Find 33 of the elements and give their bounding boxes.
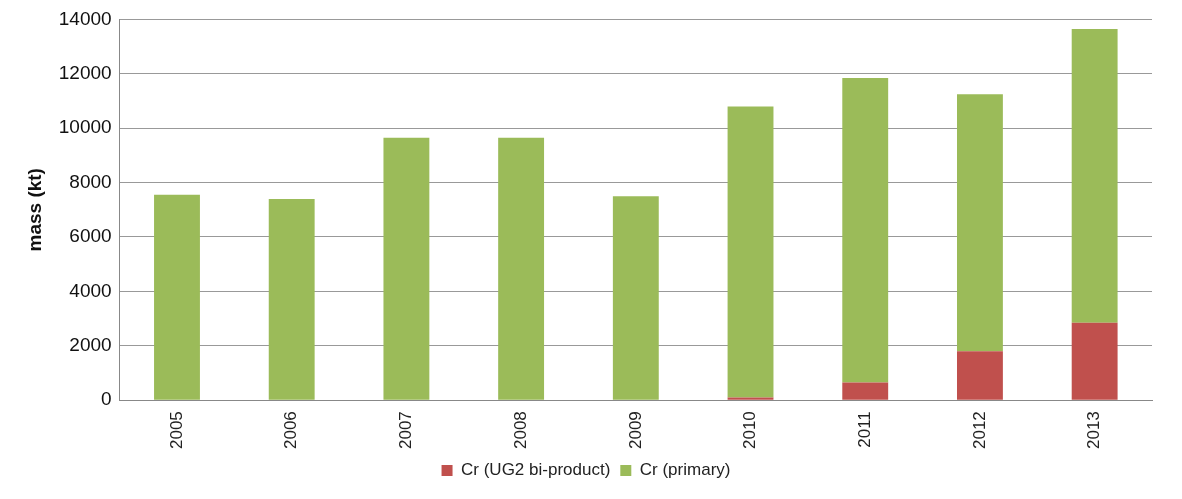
y-tick-label: 6000 <box>69 225 112 247</box>
x-tick-label: 2011 <box>854 411 874 448</box>
x-tick-label: 2008 <box>510 411 530 450</box>
bar <box>1071 28 1118 323</box>
bar <box>842 382 889 400</box>
y-tick-label: 4000 <box>69 279 112 301</box>
bar <box>957 94 1003 352</box>
y-tick-label: 12000 <box>58 62 112 84</box>
y-tick-label: 2000 <box>69 334 112 356</box>
x-tick-label: 2006 <box>281 411 301 450</box>
bar <box>727 397 774 400</box>
bar <box>268 198 315 400</box>
x-tick-label: 2013 <box>1084 411 1104 450</box>
bar <box>1071 322 1118 400</box>
x-tick-label: 2007 <box>396 411 416 450</box>
bar <box>498 137 545 400</box>
legend-label: Cr (UG2 bi-product) <box>461 460 611 480</box>
legend-label: Cr (primary) <box>639 460 731 480</box>
y-tick-label: 14000 <box>58 7 112 29</box>
x-tick-label: 2005 <box>166 411 186 450</box>
bar <box>154 194 200 400</box>
x-tick-label: 2010 <box>740 411 760 450</box>
bar <box>842 77 889 383</box>
x-tick-label: 2012 <box>969 411 989 450</box>
y-axis-title: mass (kt) <box>23 168 45 252</box>
y-tick-label: 8000 <box>69 170 112 192</box>
y-tick-label: 0 <box>101 388 112 410</box>
bar <box>727 106 774 398</box>
bar <box>383 137 430 400</box>
y-tick-label: 10000 <box>58 116 112 138</box>
x-tick-label: 2009 <box>625 411 645 450</box>
bar <box>612 196 659 400</box>
bar <box>957 351 1003 400</box>
